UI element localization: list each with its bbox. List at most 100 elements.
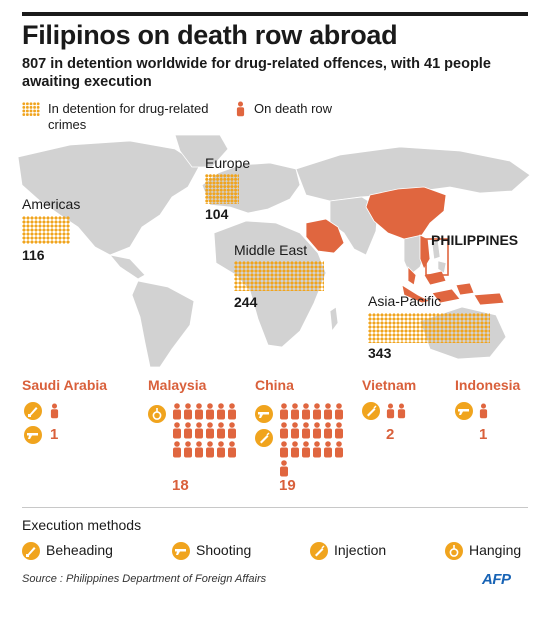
country-china: China 19 — [255, 377, 355, 497]
person-icon — [313, 441, 321, 458]
region-europe-label: Europe — [205, 155, 251, 171]
indonesia-shape — [401, 282, 505, 306]
person-icon — [50, 403, 59, 419]
page-subtitle: 807 in detention worldwide for drug-rela… — [22, 56, 491, 90]
hanging-label: Hanging — [469, 542, 522, 558]
malaysia-shape — [407, 266, 447, 286]
region-middle-east-dots — [234, 261, 324, 291]
person-icon — [195, 441, 203, 458]
shooting-icon — [255, 405, 273, 423]
person-icon — [291, 441, 299, 458]
beheading-icon — [22, 542, 40, 560]
person-icon — [280, 403, 288, 420]
person-icon — [184, 403, 192, 420]
china-death-row-people — [279, 403, 349, 479]
legend-detention-label: In detention for drug-related crimes — [48, 101, 209, 132]
person-icon — [217, 403, 225, 420]
region-americas-label: Americas — [22, 196, 81, 212]
person-icon — [313, 422, 321, 439]
country-count: 1 — [479, 426, 488, 443]
beheading-label: Beheading — [46, 542, 113, 558]
person-icon — [397, 403, 406, 419]
person-icon — [228, 422, 236, 439]
detention-dots-icon — [22, 102, 40, 116]
person-icon — [173, 441, 181, 458]
person-icon — [206, 422, 214, 439]
country-count: 18 — [172, 477, 189, 494]
person-icon — [206, 403, 214, 420]
region-americas-dots — [22, 216, 70, 244]
country-malaysia: Malaysia 18 — [148, 377, 248, 497]
person-icon — [386, 403, 395, 419]
person-icon — [228, 403, 236, 420]
person-icon — [184, 441, 192, 458]
country-vietnam: Vietnam 2 — [362, 377, 452, 497]
region-europe-dots — [205, 174, 239, 204]
region-americas-count: 116 — [22, 247, 45, 263]
legend-death-row-label: On death row — [254, 101, 333, 116]
shooting-icon — [455, 402, 473, 420]
person-icon — [228, 441, 236, 458]
person-icon — [324, 403, 332, 420]
region-asia-pacific-dots — [368, 313, 490, 343]
shooting-label: Shooting — [196, 542, 252, 558]
person-icon — [173, 422, 181, 439]
person-icon — [291, 422, 299, 439]
person-icon — [195, 422, 203, 439]
country-saudi-arabia: Saudi Arabia 1 — [22, 377, 132, 497]
person-icon — [479, 403, 488, 419]
person-icon — [335, 422, 343, 439]
region-middle-east-label: Middle East — [234, 242, 308, 258]
person-icon — [280, 441, 288, 458]
person-icon — [324, 441, 332, 458]
injection-label: Injection — [334, 542, 387, 558]
philippines-label: PHILIPPINES — [431, 232, 519, 248]
person-icon — [335, 403, 343, 420]
person-icon — [236, 101, 245, 117]
hanging-icon — [445, 542, 463, 560]
person-icon — [280, 460, 288, 477]
person-icon — [280, 422, 288, 439]
person-icon — [313, 403, 321, 420]
source-note: Source : Philippines Department of Forei… — [22, 573, 267, 585]
person-icon — [217, 441, 225, 458]
shooting-icon — [172, 542, 190, 560]
person-icon — [184, 422, 192, 439]
person-icon — [335, 441, 343, 458]
country-count: 2 — [386, 426, 395, 443]
person-icon — [302, 422, 310, 439]
hanging-icon — [148, 405, 166, 423]
country-name: Malaysia — [148, 377, 207, 393]
china-shape — [365, 186, 447, 240]
region-asia-pacific-count: 343 — [368, 345, 392, 361]
region-middle-east-count: 244 — [234, 294, 258, 310]
country-name: Vietnam — [362, 377, 417, 393]
country-indonesia: Indonesia 1 — [455, 377, 535, 497]
person-icon — [302, 403, 310, 420]
region-europe-count: 104 — [205, 206, 229, 222]
malaysia-death-row-people — [172, 403, 242, 479]
divider — [22, 507, 528, 508]
philippines-highlight-box — [425, 238, 449, 276]
person-icon — [173, 403, 181, 420]
country-name: Saudi Arabia — [22, 377, 108, 393]
shooting-icon — [24, 426, 42, 444]
injection-icon — [255, 429, 273, 447]
top-rule — [22, 12, 528, 16]
philippines-shape — [431, 240, 447, 274]
saudi-arabia-shape — [305, 218, 345, 254]
person-icon — [206, 441, 214, 458]
beheading-icon — [24, 402, 42, 420]
person-icon — [291, 403, 299, 420]
injection-icon — [362, 402, 380, 420]
injection-icon — [310, 542, 328, 560]
person-icon — [195, 403, 203, 420]
region-asia-pacific-label: Asia-Pacific — [368, 293, 442, 309]
execution-methods-title: Execution methods — [22, 517, 142, 533]
person-icon — [302, 441, 310, 458]
country-count: 19 — [279, 477, 296, 494]
person-icon — [217, 422, 225, 439]
country-name: China — [255, 377, 294, 393]
country-count: 1 — [50, 426, 59, 443]
country-name: Indonesia — [455, 377, 521, 393]
